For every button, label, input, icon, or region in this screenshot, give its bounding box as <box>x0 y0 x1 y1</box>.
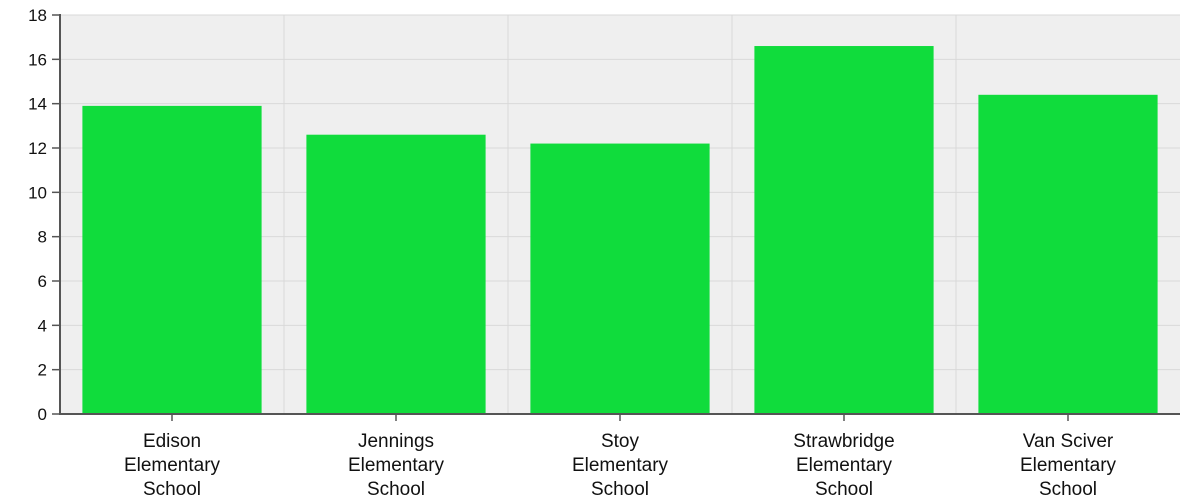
y-tick-label-5: 10 <box>28 183 47 202</box>
y-axis-ticks: 0 2 4 6 8 10 12 14 16 18 <box>28 6 60 424</box>
x-tick-label-3: Strawbridge Elementary School <box>793 431 894 500</box>
x-tick-label-4: Van Sciver Elementary School <box>1020 431 1117 500</box>
x-tick-label-line: School <box>815 479 873 500</box>
x-tick-label-line: Elementary <box>348 455 445 476</box>
y-tick-label-0: 0 <box>38 405 47 424</box>
y-tick-label-3: 6 <box>38 272 47 291</box>
y-tick-label-8: 16 <box>28 50 47 69</box>
x-tick-label-line: Elementary <box>796 455 893 476</box>
x-tick-label-line: School <box>591 479 649 500</box>
x-tick-label-line: Edison <box>143 431 201 452</box>
y-tick-label-1: 2 <box>38 361 47 380</box>
bar-4[interactable] <box>978 94 1158 415</box>
x-tick-label-line: Stoy <box>601 431 640 452</box>
x-tick-label-2: Stoy Elementary School <box>572 431 669 500</box>
x-tick-label-line: School <box>1039 479 1097 500</box>
bar-2[interactable] <box>530 143 710 415</box>
x-tick-label-line: Van Sciver <box>1023 431 1114 452</box>
x-tick-label-line: School <box>143 479 201 500</box>
y-tick-label-7: 14 <box>28 95 47 114</box>
x-axis-labels: Edison Elementary School Jennings Elementary… <box>124 414 1117 500</box>
bar-1[interactable] <box>306 134 486 414</box>
y-tick-label-2: 4 <box>38 316 47 335</box>
x-tick-label-line: Strawbridge <box>793 431 894 452</box>
x-tick-label-line: Elementary <box>124 455 221 476</box>
x-tick-label-1: Jennings Elementary School <box>348 431 445 500</box>
x-tick-label-0: Edison Elementary School <box>124 431 221 500</box>
y-tick-label-4: 8 <box>38 228 47 247</box>
x-tick-label-line: Jennings <box>358 431 434 452</box>
y-tick-label-9: 18 <box>28 6 47 25</box>
bar-0[interactable] <box>82 105 262 414</box>
x-tick-label-line: Elementary <box>572 455 669 476</box>
x-tick-label-line: School <box>367 479 425 500</box>
x-tick-label-line: Elementary <box>1020 455 1117 476</box>
y-tick-label-6: 12 <box>28 139 47 158</box>
bars <box>82 46 1158 415</box>
bar-3[interactable] <box>754 46 934 415</box>
